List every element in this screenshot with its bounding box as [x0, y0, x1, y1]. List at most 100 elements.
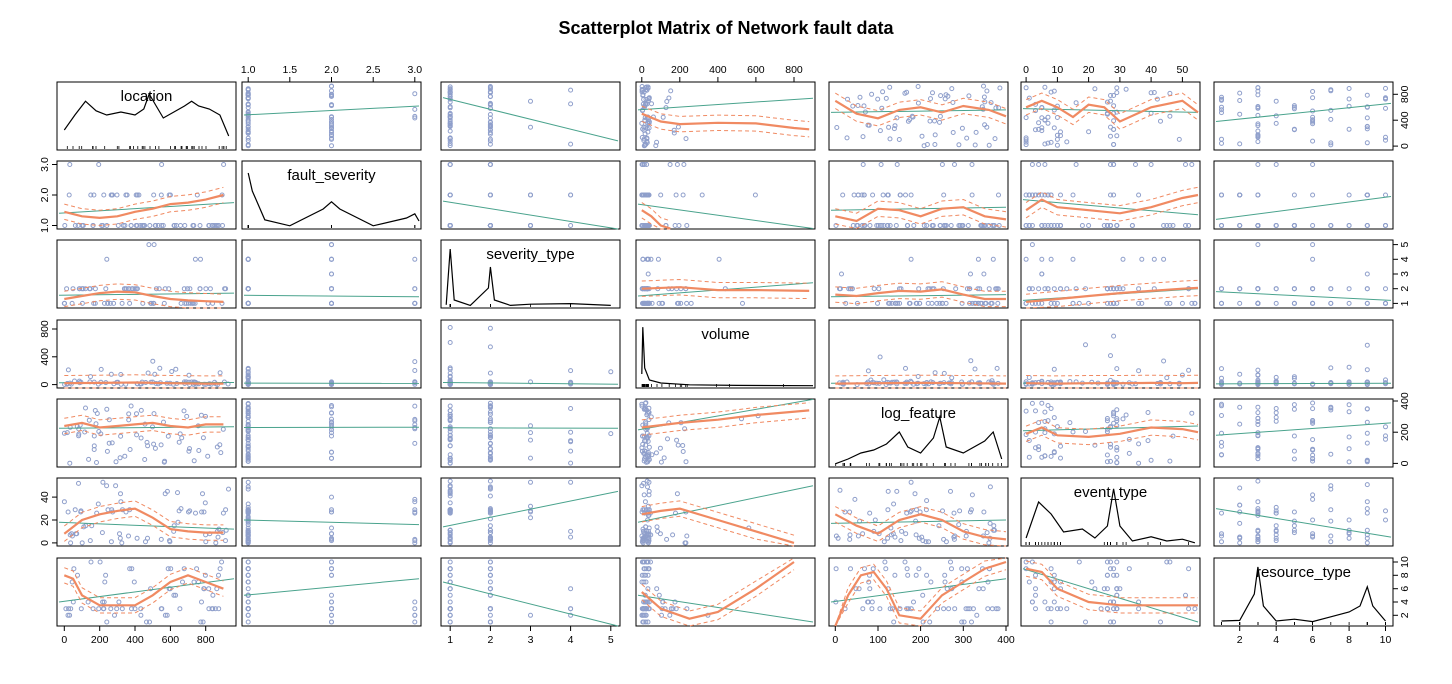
data-point [1273, 410, 1279, 416]
data-point [886, 124, 892, 130]
panel-frame-fault_severity-vs-location [56, 160, 237, 230]
data-point [961, 619, 967, 625]
data-point [643, 524, 649, 530]
data-point [1364, 192, 1370, 198]
data-point [104, 483, 110, 489]
data-point [644, 434, 649, 440]
data-point [1219, 136, 1224, 142]
data-point [1064, 286, 1070, 292]
data-point [1114, 407, 1120, 413]
data-point [1111, 162, 1117, 167]
tick-label: 40 [39, 491, 51, 503]
data-point [329, 286, 334, 292]
data-point [1255, 372, 1261, 378]
data-point [1219, 382, 1224, 387]
data-point [1033, 586, 1038, 592]
data-point [198, 256, 203, 262]
data-point [643, 459, 649, 465]
data-point [1051, 599, 1057, 605]
data-point [1108, 162, 1113, 167]
data-point [1255, 432, 1261, 438]
regression-line [1022, 425, 1199, 432]
data-point [975, 300, 981, 306]
data-point [977, 286, 983, 292]
data-point [1151, 90, 1157, 95]
data-point [447, 559, 453, 565]
data-point [1104, 111, 1110, 117]
data-point [644, 223, 650, 228]
data-point [911, 223, 917, 228]
variable-label-fault_severity: fault_severity [287, 167, 376, 184]
tick-label: 1 [1399, 300, 1411, 306]
data-point [1255, 242, 1261, 248]
data-point [72, 223, 78, 228]
data-point [929, 300, 935, 306]
data-point [982, 99, 988, 105]
data-point [1108, 458, 1113, 464]
data-point [996, 192, 1001, 198]
data-point [644, 435, 650, 441]
data-point [152, 223, 158, 228]
data-point [851, 192, 857, 198]
regression-line [637, 203, 814, 229]
loess-upper-band [835, 281, 1006, 292]
data-point [644, 126, 650, 131]
data-point [1328, 87, 1334, 93]
data-point [876, 286, 882, 292]
panel-frame-fault_severity-vs-resource_type [1213, 160, 1394, 230]
data-point [91, 443, 97, 449]
panel-frame-volume-vs-log_feature [828, 319, 1009, 389]
data-point [877, 606, 883, 612]
data-point [177, 431, 183, 437]
data-point [946, 606, 952, 612]
data-point [1023, 137, 1029, 143]
data-point [113, 483, 119, 489]
data-point [1255, 367, 1261, 373]
data-point [1310, 456, 1316, 461]
data-point [1383, 300, 1388, 306]
data-point [245, 451, 251, 457]
data-point [1045, 120, 1051, 126]
data-point [640, 619, 646, 625]
panel-frame-fault_severity-vs-event_type [1020, 160, 1201, 230]
loess-lower-band [641, 217, 671, 230]
data-point [245, 586, 251, 592]
data-point [568, 479, 574, 485]
data-point [108, 539, 114, 545]
data-point [447, 373, 453, 379]
data-point [329, 507, 334, 513]
data-point [145, 370, 151, 376]
loess-smoother [641, 209, 671, 230]
data-point [942, 96, 948, 102]
data-point [245, 559, 251, 565]
data-point [245, 381, 251, 387]
data-point [986, 142, 992, 148]
data-point [1048, 139, 1054, 145]
data-point [245, 458, 251, 464]
data-point [219, 559, 225, 565]
data-point [654, 586, 660, 592]
data-point [447, 141, 453, 146]
data-point [487, 592, 493, 598]
data-point [1051, 366, 1057, 372]
data-point [1310, 420, 1316, 426]
data-point [528, 430, 533, 436]
data-point [142, 457, 148, 462]
data-point [1219, 531, 1224, 537]
data-point [646, 457, 652, 463]
data-point [118, 499, 124, 505]
data-point [646, 566, 652, 572]
data-point [65, 612, 71, 618]
data-point [1145, 410, 1151, 415]
data-point [94, 460, 99, 465]
data-point [1139, 300, 1145, 306]
regression-line [442, 427, 619, 429]
data-point [412, 606, 418, 612]
loess-upper-band [64, 374, 224, 377]
tick-label: 6 [1310, 634, 1316, 646]
data-point [487, 572, 493, 578]
data-point [675, 124, 681, 130]
data-point [1346, 103, 1352, 109]
data-point [1346, 364, 1352, 370]
tick-label: 10 [1052, 64, 1064, 76]
